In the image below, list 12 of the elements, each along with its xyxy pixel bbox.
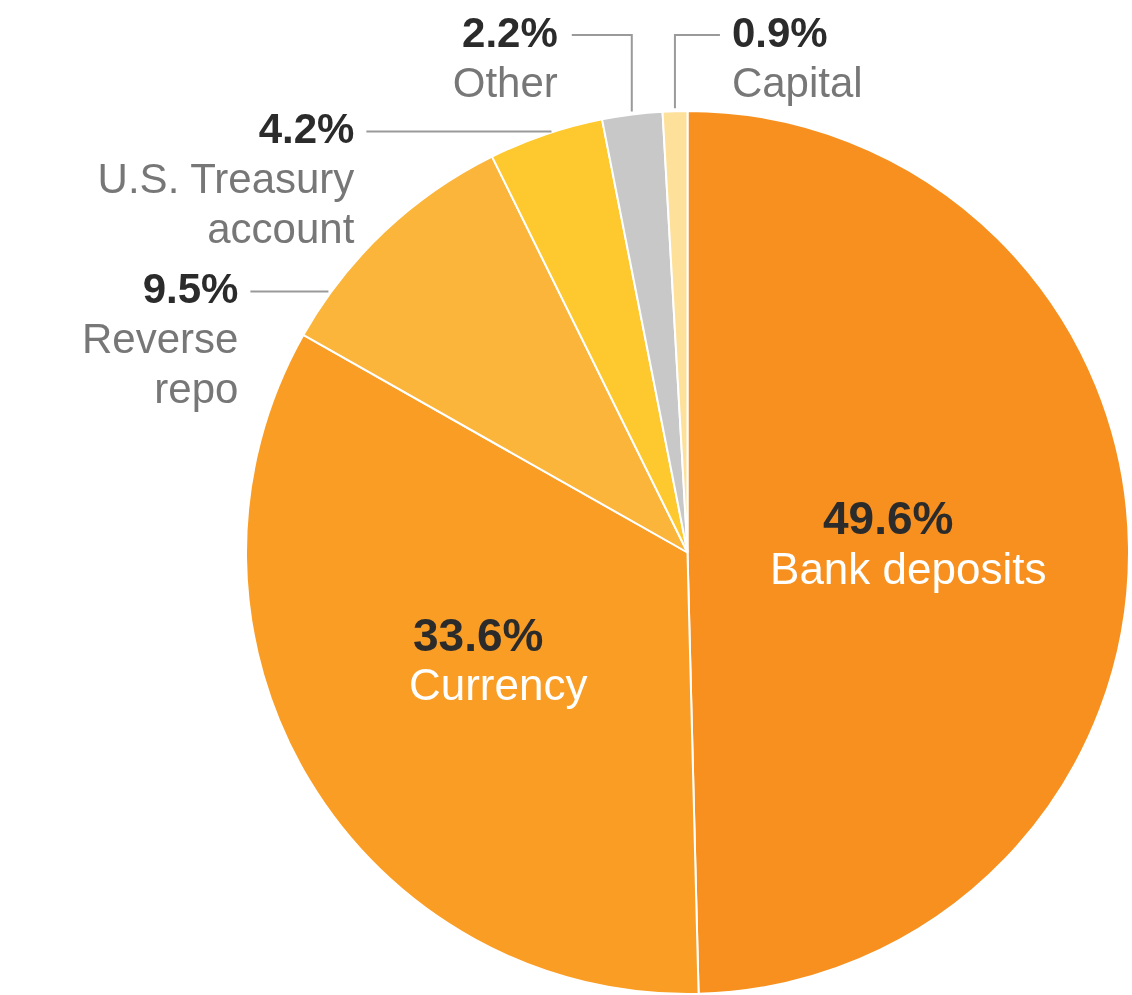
data-label: 9.5% [142,265,239,313]
data-label: 0.9% [731,8,828,56]
slice-label: Reverse repo [81,315,239,413]
slice-label: Capital [731,58,863,106]
data-label: 49.6% [823,492,954,545]
slice-label: Currency [408,660,588,710]
slice-label: U.S. Treasury account [97,155,355,253]
data-label: 33.6% [412,608,544,661]
data-label: 2.2% [462,8,558,56]
slice-label: Other [452,58,558,106]
slice-label: Bank deposits [770,543,1047,593]
data-label: 4.2% [258,105,355,153]
